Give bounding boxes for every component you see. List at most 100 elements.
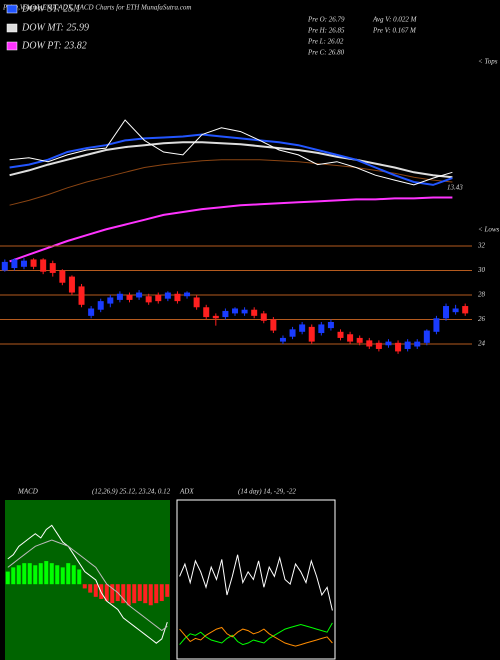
panel-subtitle: (12,26,9) 25.12, 23.24, 0.12 <box>92 488 171 496</box>
histogram-bar <box>44 561 49 585</box>
candle-body <box>433 318 440 332</box>
candle-body <box>414 341 421 347</box>
histogram-bar <box>55 565 60 585</box>
candle-body <box>1 261 8 271</box>
panel-subtitle: (14 day) 14, -29, -22 <box>238 488 296 496</box>
histogram-bar <box>121 584 126 604</box>
candle-body <box>174 293 181 302</box>
info: Pre C: 26.80 <box>307 49 345 57</box>
histogram-bar <box>154 584 159 604</box>
candle-body <box>145 296 152 303</box>
candle-body <box>452 308 459 313</box>
candle-body <box>68 276 75 293</box>
candle-body <box>279 337 286 342</box>
candle-body <box>385 341 392 346</box>
candle-body <box>203 307 210 318</box>
histogram-bar <box>143 584 148 604</box>
histogram-bar <box>159 584 164 602</box>
series-line <box>9 196 453 263</box>
candle-body <box>49 263 56 273</box>
series-line <box>179 554 333 611</box>
histogram-bar <box>88 584 93 593</box>
candle-body <box>270 319 277 331</box>
candle-body <box>193 297 200 308</box>
candle-body <box>462 306 469 314</box>
histogram-bar <box>104 584 109 602</box>
histogram-bar <box>132 584 137 604</box>
info: Pre L: 26.02 <box>307 38 344 46</box>
candle-body <box>116 293 123 300</box>
candle-body <box>318 324 325 334</box>
candle-body <box>59 270 66 283</box>
candle-body <box>155 295 162 302</box>
candle-body <box>20 260 27 267</box>
series-line <box>9 119 453 186</box>
info: Pre V: 0.167 M <box>372 27 417 35</box>
candle-body <box>241 309 248 314</box>
annotation: < Lows <box>478 226 500 234</box>
candle-body <box>97 301 104 310</box>
candle-body <box>423 330 430 343</box>
histogram-bar <box>110 584 115 604</box>
annotation: < Tops <box>478 58 498 66</box>
candle-body <box>375 342 382 349</box>
series-line <box>9 159 453 206</box>
histogram-bar <box>82 584 87 589</box>
candle-body <box>11 259 18 269</box>
series-line <box>9 133 453 186</box>
candle-body <box>222 310 229 318</box>
series-line <box>7 539 168 632</box>
y-tick-label: 26 <box>478 315 486 323</box>
legend-label: DOW MT: 25.99 <box>21 22 89 33</box>
adx-panel <box>176 499 336 660</box>
legend-label: DOW ST: 25.1 <box>21 3 81 14</box>
candle-body <box>40 259 47 272</box>
histogram-bar <box>11 567 16 585</box>
panel-title: MACD <box>17 488 38 496</box>
candle-body <box>107 297 114 304</box>
candle-body <box>443 306 450 319</box>
info: Pre O: 26.79 <box>307 16 345 24</box>
candle-body <box>347 334 354 342</box>
candle-body <box>260 313 267 321</box>
candle-body <box>251 309 258 316</box>
histogram-bar <box>38 563 43 585</box>
panel-title: ADX <box>179 488 194 496</box>
legend-swatch <box>6 41 18 51</box>
histogram-bar <box>126 584 131 606</box>
candle-body <box>327 321 334 329</box>
legend-label: DOW PT: 23.82 <box>21 40 87 51</box>
y-tick-label: 24 <box>478 340 486 348</box>
series-line <box>7 524 168 644</box>
candle-body <box>212 315 219 319</box>
candle-body <box>126 295 133 300</box>
candle-body <box>356 337 363 343</box>
histogram-bar <box>33 565 38 585</box>
legend-swatch <box>6 23 18 33</box>
legend-swatch <box>6 4 18 14</box>
histogram-bar <box>27 563 32 585</box>
candle-body <box>366 340 373 347</box>
histogram-bar <box>16 565 21 585</box>
annotation: 13.43 <box>447 184 463 192</box>
y-tick-label: 30 <box>477 266 486 274</box>
histogram-bar <box>60 567 65 585</box>
candle-body <box>184 292 191 297</box>
info: Pre H: 26.85 <box>307 27 345 35</box>
candle-body <box>136 292 143 298</box>
series-line <box>9 141 453 179</box>
histogram-bar <box>71 565 76 585</box>
candle-body <box>289 329 296 337</box>
candle-body <box>232 308 238 314</box>
histogram-bar <box>77 569 82 585</box>
y-tick-label: 32 <box>477 242 486 250</box>
candle-body <box>164 292 171 299</box>
candle-body <box>30 259 37 267</box>
histogram-bar <box>93 584 98 597</box>
candle-body <box>88 308 95 316</box>
info: Avg V: 0.022 M <box>372 16 418 24</box>
histogram-bar <box>49 563 54 585</box>
histogram-bar <box>165 584 170 597</box>
histogram-bar <box>66 563 71 585</box>
